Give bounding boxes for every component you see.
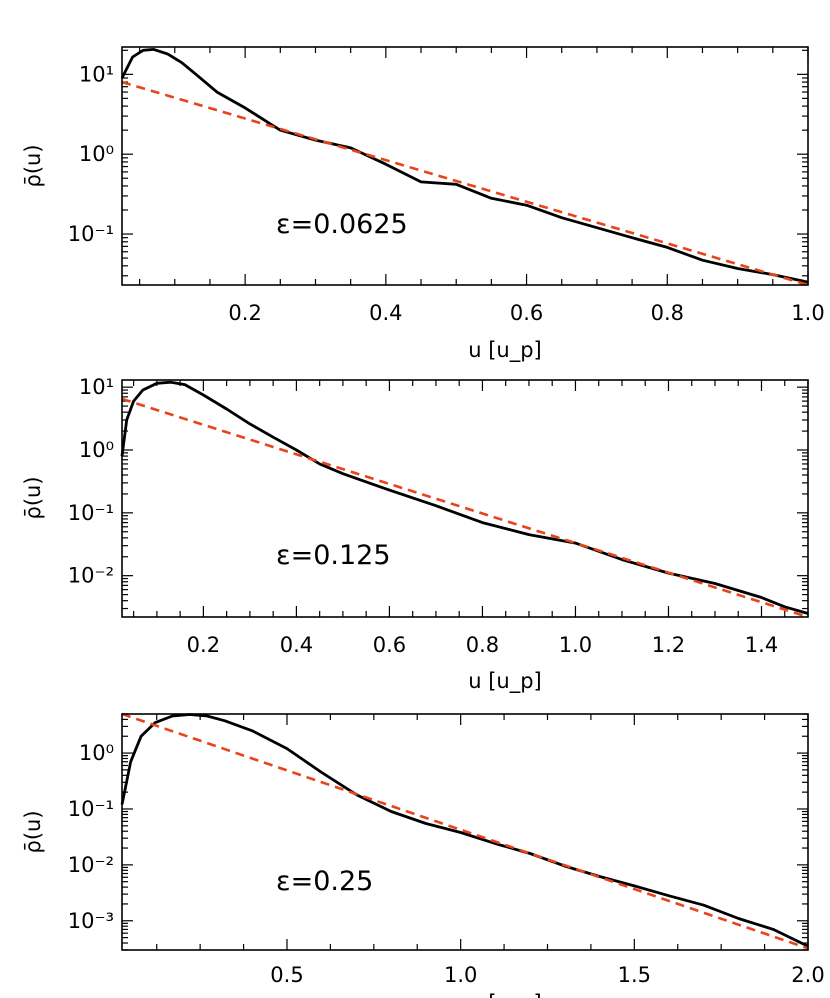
data-curve	[120, 380, 809, 615]
x-tick-label: 0.6	[373, 633, 406, 657]
y-tick-label: 10⁰	[79, 741, 114, 765]
plot-frame	[121, 46, 809, 286]
x-tick-label: 1.0	[444, 963, 477, 987]
y-axis-label: ρ̄(u)	[21, 810, 45, 853]
x-tick-label: 0.4	[280, 633, 313, 657]
y-tick-label: 10¹	[79, 375, 114, 399]
x-axis-label: u [u_p]	[468, 991, 542, 998]
x-tick-label: 1.5	[618, 963, 651, 987]
y-axis-label: ρ̄(u)	[21, 476, 45, 519]
x-tick-label: 1.0	[559, 633, 592, 657]
x-tick-label: 1.2	[652, 633, 685, 657]
fit-line	[121, 80, 809, 287]
x-axis-label: u [u_p]	[468, 338, 542, 363]
panel-epsilon-0.25: 0.5 1.0 1.5 2.0 10⁻³ 10⁻² 10⁻¹ 10⁰ u [u_p] ρ̄(u) ε…	[21, 712, 825, 998]
x-tick-label: 1.4	[745, 633, 778, 657]
y-tick-label: 10⁻²	[68, 853, 114, 877]
epsilon-annotation: ε=0.0625	[276, 209, 408, 240]
x-tick-label: 1.0	[791, 301, 824, 325]
y-tick-label: 10¹	[79, 62, 114, 86]
x-tick-label: 0.2	[228, 301, 261, 325]
panel-epsilon-0.0625: 0.2 0.4 0.6 0.8 1.0 10⁻¹ 10⁰ 10¹ u [u_p] ρ̄(u) ε=0…	[21, 46, 825, 363]
y-tick-label: 10⁻³	[68, 909, 114, 933]
y-tick-label: 10⁰	[79, 438, 114, 462]
data-curve	[120, 48, 809, 284]
x-tick-label: 0.5	[270, 963, 303, 987]
fit-line	[121, 397, 809, 619]
y-tick-label: 10⁰	[79, 142, 114, 166]
x-tick-label: 0.4	[369, 301, 402, 325]
x-tick-label: 2.0	[791, 963, 824, 987]
y-tick-label: 10⁻¹	[68, 797, 114, 821]
y-axis-label: ρ̄(u)	[21, 144, 45, 187]
x-tick-label: 0.6	[510, 301, 543, 325]
epsilon-annotation: ε=0.125	[276, 540, 391, 571]
plot-frame	[121, 379, 809, 618]
y-tick-label: 10⁻¹	[68, 501, 114, 525]
epsilon-annotation: ε=0.25	[276, 866, 373, 897]
y-tick-label: 10⁻²	[68, 564, 114, 588]
x-axis-label: u [u_p]	[468, 669, 542, 694]
x-tick-label: 0.8	[466, 633, 499, 657]
y-tick-label: 10⁻¹	[68, 222, 114, 246]
x-tick-label: 0.2	[187, 633, 220, 657]
x-tick-label: 0.8	[651, 301, 684, 325]
panel-epsilon-0.125: 0.2 0.4 0.6 0.8 1.0 1.2 1.4 10⁻² 10⁻¹ 10⁰ 10¹ u [u_…	[21, 375, 809, 694]
data-curve	[120, 713, 809, 948]
fit-line	[121, 712, 809, 950]
plot-frame	[121, 713, 809, 951]
